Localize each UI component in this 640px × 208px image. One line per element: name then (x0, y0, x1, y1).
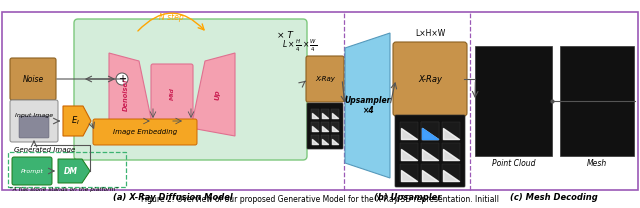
Text: Point Cloud: Point Cloud (492, 160, 535, 168)
FancyBboxPatch shape (331, 109, 339, 119)
Text: N step: N step (159, 12, 184, 21)
FancyBboxPatch shape (331, 122, 339, 132)
Bar (475, 46, 552, 156)
Text: Prompt: Prompt (20, 168, 44, 173)
Polygon shape (63, 106, 91, 136)
FancyBboxPatch shape (393, 42, 467, 116)
FancyBboxPatch shape (311, 122, 319, 132)
FancyBboxPatch shape (321, 135, 329, 145)
FancyBboxPatch shape (400, 122, 418, 140)
Text: Up: Up (215, 89, 221, 100)
Text: +: + (118, 74, 126, 84)
FancyBboxPatch shape (321, 122, 329, 132)
Text: (a) X-Ray Diffusion Model: (a) X-Ray Diffusion Model (113, 193, 233, 203)
FancyBboxPatch shape (12, 157, 52, 185)
FancyBboxPatch shape (10, 58, 56, 100)
FancyBboxPatch shape (442, 143, 460, 161)
FancyBboxPatch shape (421, 143, 439, 161)
Text: Figure 2: Overview of our proposed Generative Model for the X-Ray 3D representat: Figure 2: Overview of our proposed Gener… (141, 195, 499, 204)
FancyBboxPatch shape (93, 119, 197, 145)
Bar (8, 152, 126, 187)
FancyBboxPatch shape (442, 122, 460, 140)
Text: Input Image: Input Image (15, 113, 53, 118)
FancyBboxPatch shape (331, 135, 339, 145)
Text: (c) Mesh Decoding: (c) Mesh Decoding (510, 193, 598, 203)
FancyBboxPatch shape (311, 109, 319, 119)
FancyBboxPatch shape (306, 56, 344, 102)
Text: Image Embedding: Image Embedding (113, 129, 177, 135)
Text: $L\times\frac{H}{4}\times\frac{W}{4}$: $L\times\frac{H}{4}\times\frac{W}{4}$ (282, 38, 317, 54)
FancyBboxPatch shape (151, 64, 193, 123)
FancyBboxPatch shape (421, 164, 439, 182)
FancyBboxPatch shape (400, 164, 418, 182)
FancyBboxPatch shape (19, 116, 49, 138)
Text: "A flat stone stands on the platform": "A flat stone stands on the platform" (10, 187, 118, 192)
Text: × T: × T (277, 31, 293, 40)
Text: Denoiser: Denoiser (123, 78, 129, 111)
Text: DM: DM (64, 166, 78, 176)
FancyBboxPatch shape (10, 100, 58, 142)
Polygon shape (191, 53, 235, 136)
Text: Upsampler
×4: Upsampler ×4 (344, 96, 390, 115)
Text: X-Ray: X-Ray (418, 74, 442, 83)
Circle shape (116, 73, 128, 85)
Text: $E_I$: $E_I$ (70, 115, 79, 127)
Polygon shape (109, 53, 153, 136)
FancyBboxPatch shape (395, 115, 465, 187)
FancyBboxPatch shape (421, 122, 439, 140)
FancyBboxPatch shape (74, 19, 307, 160)
Text: Mesh: Mesh (587, 160, 607, 168)
FancyBboxPatch shape (307, 103, 343, 149)
Text: X-Ray: X-Ray (315, 76, 335, 82)
Text: Noise: Noise (22, 74, 44, 83)
Bar (560, 46, 634, 156)
FancyBboxPatch shape (321, 109, 329, 119)
Polygon shape (345, 33, 390, 178)
FancyBboxPatch shape (421, 122, 439, 140)
FancyBboxPatch shape (400, 143, 418, 161)
Polygon shape (58, 159, 90, 183)
FancyBboxPatch shape (311, 135, 319, 145)
Text: Mid: Mid (170, 87, 175, 100)
FancyBboxPatch shape (442, 164, 460, 182)
Text: (b) Upsampler: (b) Upsampler (374, 193, 441, 203)
Text: L×H×W: L×H×W (415, 28, 445, 37)
Bar (2, 12, 638, 190)
Text: Generated Image: Generated Image (14, 147, 76, 153)
